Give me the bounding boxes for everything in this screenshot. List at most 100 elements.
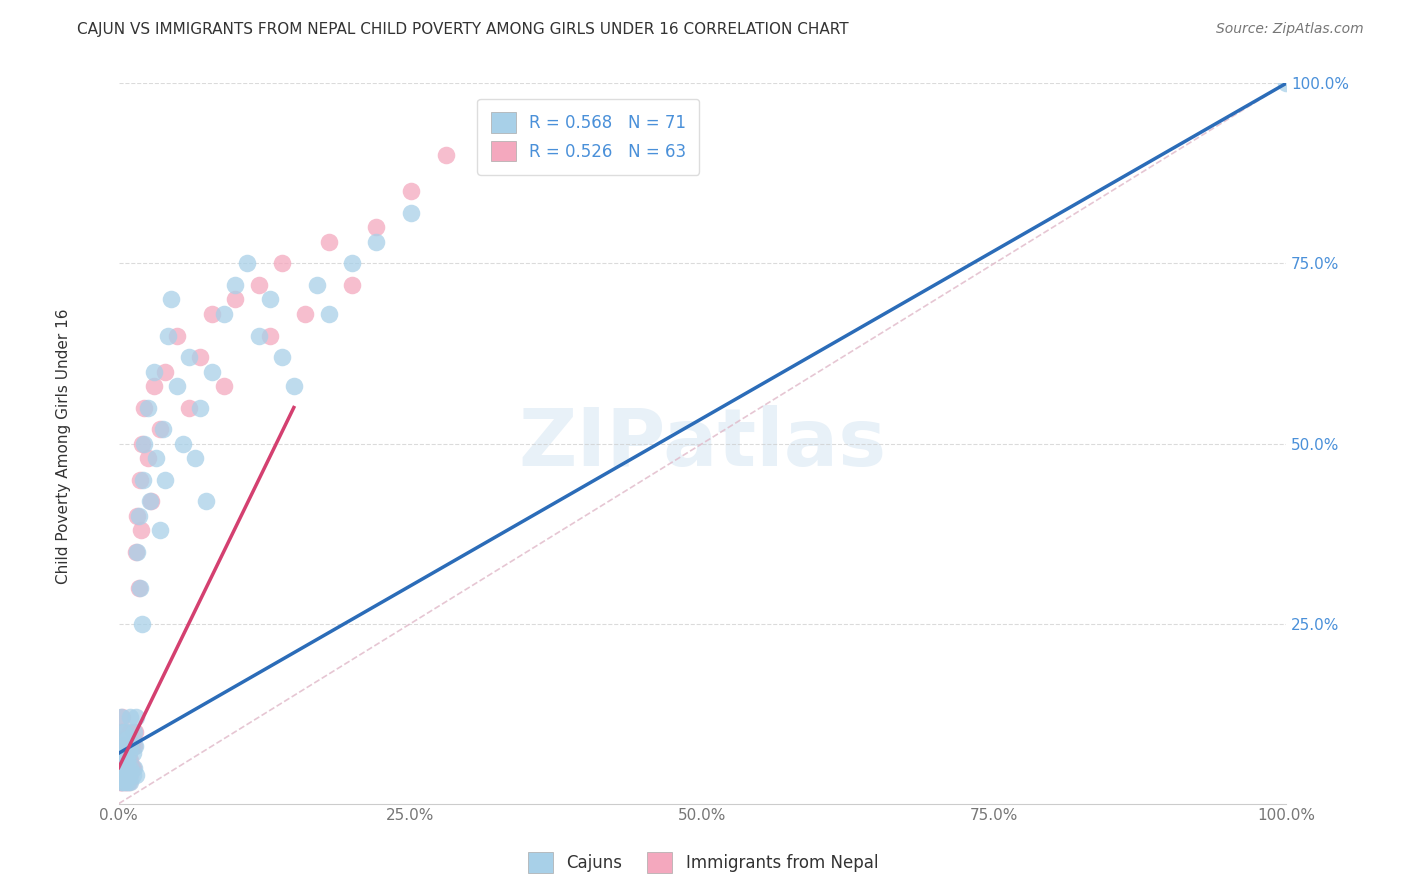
- Point: [110, 746, 132, 760]
- Point: [112, 724, 135, 739]
- Point: [399, 206, 422, 220]
- Point: [114, 775, 136, 789]
- Point: [121, 746, 143, 760]
- Point: [142, 364, 165, 378]
- Point: [271, 256, 294, 270]
- Point: [166, 328, 188, 343]
- Point: [114, 761, 136, 775]
- Point: [166, 379, 188, 393]
- Point: [112, 753, 135, 767]
- Point: [201, 307, 224, 321]
- Point: [340, 278, 363, 293]
- Point: [190, 350, 212, 364]
- Point: [110, 724, 132, 739]
- Point: [108, 761, 131, 775]
- Point: [195, 494, 218, 508]
- Point: [145, 450, 167, 465]
- Point: [117, 775, 139, 789]
- Point: [129, 523, 152, 537]
- Point: [120, 739, 142, 753]
- Point: [128, 581, 150, 595]
- Point: [118, 753, 141, 767]
- Point: [111, 761, 134, 775]
- Point: [112, 753, 135, 767]
- Point: [118, 746, 141, 760]
- Point: [114, 761, 136, 775]
- Point: [134, 436, 156, 450]
- Point: [115, 753, 138, 767]
- Point: [111, 761, 134, 775]
- Point: [115, 731, 138, 746]
- Point: [110, 775, 132, 789]
- Point: [155, 473, 177, 487]
- Point: [190, 401, 212, 415]
- Point: [125, 768, 148, 782]
- Point: [125, 710, 148, 724]
- Point: [318, 307, 340, 321]
- Point: [224, 293, 246, 307]
- Point: [120, 724, 142, 739]
- Point: [128, 473, 150, 487]
- Point: [114, 775, 136, 789]
- Point: [114, 731, 136, 746]
- Legend: Cajuns, Immigrants from Nepal: Cajuns, Immigrants from Nepal: [522, 846, 884, 880]
- Point: [247, 328, 270, 343]
- Point: [307, 278, 329, 293]
- Point: [120, 775, 142, 789]
- Point: [122, 724, 145, 739]
- Point: [111, 775, 134, 789]
- Point: [114, 761, 136, 775]
- Point: [114, 746, 136, 760]
- Point: [111, 739, 134, 753]
- Point: [111, 775, 134, 789]
- Point: [224, 278, 246, 293]
- Point: [117, 761, 139, 775]
- Point: [110, 768, 132, 782]
- Point: [112, 731, 135, 746]
- Point: [152, 422, 174, 436]
- Point: [121, 739, 143, 753]
- Point: [114, 739, 136, 753]
- Point: [134, 401, 156, 415]
- Point: [283, 379, 305, 393]
- Point: [259, 328, 281, 343]
- Point: [122, 739, 145, 753]
- Point: [340, 256, 363, 270]
- Point: [121, 761, 143, 775]
- Point: [201, 364, 224, 378]
- Point: [131, 616, 153, 631]
- Point: [141, 494, 163, 508]
- Point: [112, 768, 135, 782]
- Point: [114, 724, 136, 739]
- Point: [183, 450, 205, 465]
- Point: [120, 761, 142, 775]
- Point: [128, 581, 150, 595]
- Point: [114, 775, 136, 789]
- Point: [120, 753, 142, 767]
- Point: [156, 328, 179, 343]
- Point: [236, 256, 259, 270]
- Point: [108, 768, 131, 782]
- Point: [212, 307, 235, 321]
- Point: [120, 768, 142, 782]
- Point: [121, 731, 143, 746]
- Text: Source: ZipAtlas.com: Source: ZipAtlas.com: [1216, 22, 1364, 37]
- Point: [172, 436, 194, 450]
- Point: [121, 768, 143, 782]
- Text: ZIPatlas: ZIPatlas: [519, 405, 886, 483]
- Point: [117, 739, 139, 753]
- Point: [271, 350, 294, 364]
- Point: [111, 710, 134, 724]
- Point: [131, 436, 153, 450]
- Point: [212, 379, 235, 393]
- Point: [118, 768, 141, 782]
- Point: [115, 768, 138, 782]
- Point: [125, 544, 148, 558]
- Point: [434, 148, 457, 162]
- Point: [122, 761, 145, 775]
- Text: Child Poverty Among Girls Under 16: Child Poverty Among Girls Under 16: [56, 309, 70, 583]
- Point: [124, 739, 146, 753]
- Point: [364, 235, 387, 249]
- Point: [127, 508, 149, 523]
- Point: [294, 307, 316, 321]
